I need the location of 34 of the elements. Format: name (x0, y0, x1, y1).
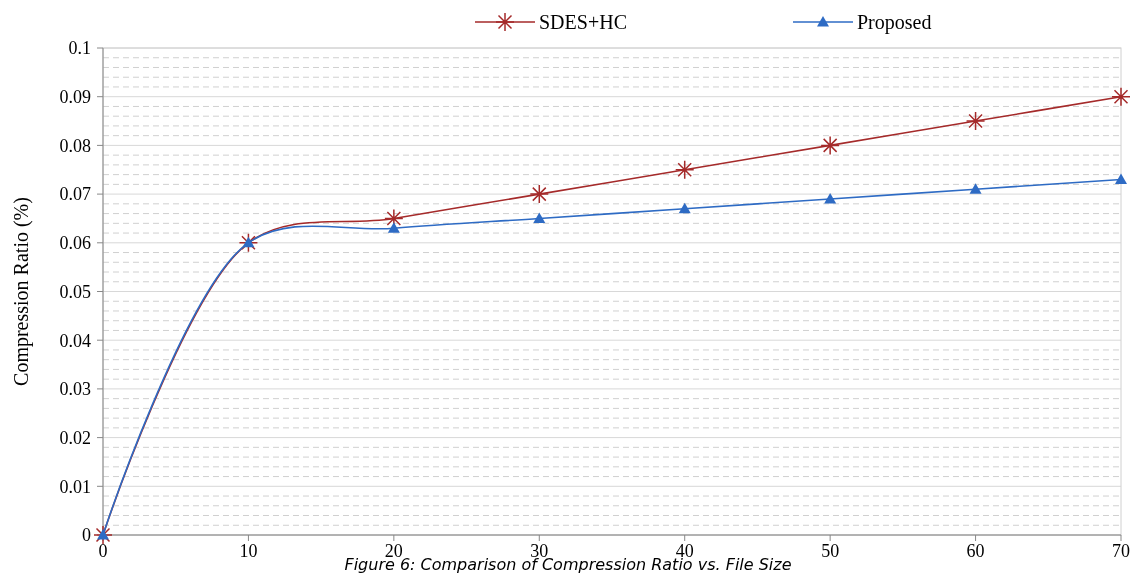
y-tick-label: 0.08 (59, 135, 91, 156)
point (242, 236, 255, 248)
y-tick-label: 0 (82, 525, 91, 546)
point (824, 192, 837, 204)
x-tick-label: 10 (239, 541, 258, 561)
y-tick-label: 0.06 (59, 233, 91, 254)
y-tick-label: 0.09 (59, 87, 91, 107)
y-tick-label: 0.1 (68, 38, 91, 59)
y-tick-label: 0.04 (59, 330, 91, 351)
legend-label: SDES+HC (539, 11, 627, 33)
point (1111, 86, 1131, 107)
x-tick-label: 0 (98, 541, 108, 561)
y-axis-title: Compression Ratio (%) (10, 197, 33, 386)
point (678, 202, 691, 214)
x-tick-label: 70 (1112, 541, 1130, 561)
point (969, 183, 982, 194)
point (387, 222, 400, 233)
point (1115, 173, 1127, 184)
point (820, 135, 840, 156)
y-tick-label: 0.01 (59, 476, 91, 497)
y-tick-label: 0.07 (59, 184, 91, 205)
point (965, 111, 986, 131)
y-tick-label: 0.02 (59, 427, 91, 448)
point (529, 184, 550, 204)
legend-label: Proposed (857, 11, 932, 34)
point (674, 160, 695, 180)
point (93, 525, 113, 545)
y-tick-label: 0.05 (59, 281, 91, 302)
x-tick-label: 60 (966, 541, 985, 561)
x-tick-label: 50 (821, 541, 840, 561)
point (238, 233, 259, 253)
y-tick-label: 0.03 (59, 379, 91, 400)
point (533, 212, 546, 223)
x-tick-label: 20 (384, 541, 403, 561)
